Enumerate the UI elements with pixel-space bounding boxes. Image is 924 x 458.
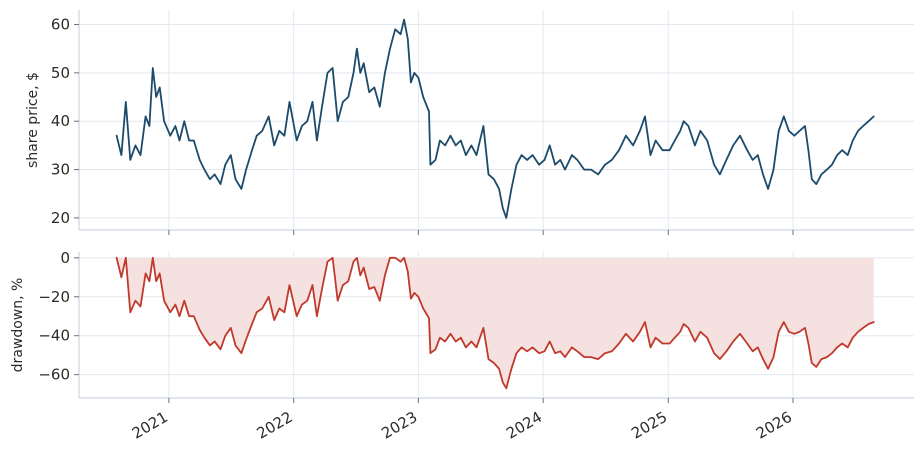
y-tick-label: −60 xyxy=(38,366,70,384)
price-series-line xyxy=(115,18,875,219)
y-tick-label: 50 xyxy=(51,64,70,82)
price-panel: 20 30 40 50 60 share price, $ xyxy=(25,10,914,235)
y-tick-label: 60 xyxy=(51,16,70,34)
price-axis-label: share price, $ xyxy=(25,72,41,168)
drawdown-area-fill xyxy=(116,257,874,389)
y-tick-label: 20 xyxy=(51,209,70,227)
y-tick-label: 40 xyxy=(51,112,70,130)
y-tick-label: −40 xyxy=(38,327,70,345)
y-tick-label: 0 xyxy=(60,249,70,267)
drawdown-series-line xyxy=(115,256,875,390)
drawdown-axis-label: drawdown, % xyxy=(10,278,26,373)
y-tick-label: 30 xyxy=(51,161,70,179)
y-tick-label: −20 xyxy=(38,288,70,306)
